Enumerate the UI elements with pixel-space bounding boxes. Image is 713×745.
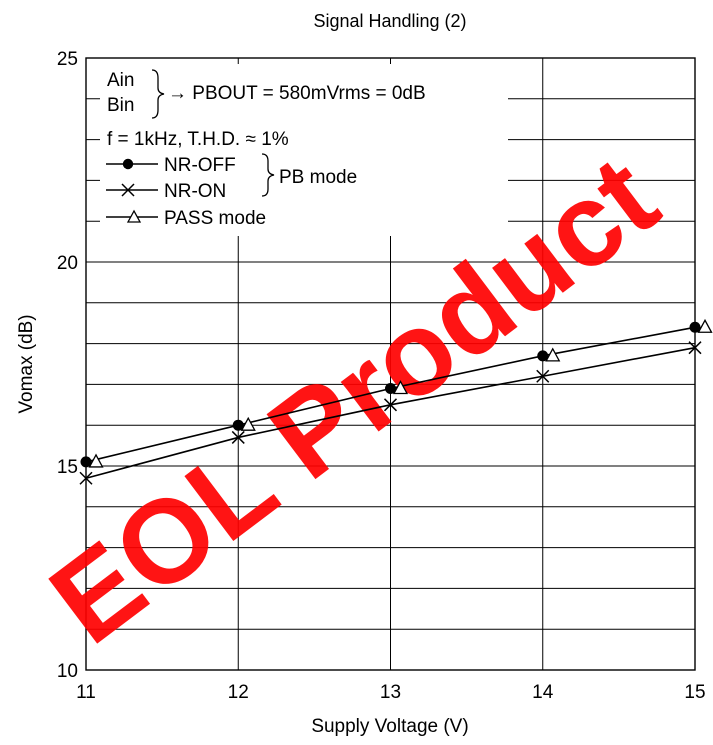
pb-brace-icon [261, 153, 275, 197]
x-axis-ticks: 11 12 13 14 15 [76, 682, 705, 703]
point-nr-on [536, 369, 550, 383]
x-tick-label: 11 [76, 682, 96, 703]
point-pass-mode [697, 318, 713, 333]
y-axis-ticks: 10 15 20 25 [57, 49, 78, 682]
x-tick-label: 14 [532, 682, 554, 703]
point-nr-on [231, 430, 245, 444]
point-nr-off [689, 321, 701, 333]
legend-label-pass: PASS mode [164, 208, 266, 229]
y-tick-label: 15 [57, 457, 78, 478]
point-nr-off [232, 419, 244, 431]
point-pass-mode [392, 380, 409, 395]
point-pass-mode [88, 453, 104, 468]
point-nr-on [688, 341, 702, 355]
legend-background [100, 64, 508, 236]
point-nr-on [79, 471, 93, 485]
x-axis-title: Supply Voltage (V) [311, 716, 468, 737]
legend-label-nr-on: NR-ON [164, 181, 226, 202]
point-nr-off [80, 456, 92, 468]
legend: Ain Bin → PBOUT = 580mVrms = 0dB f = 1kH… [100, 64, 508, 236]
point-pass-mode [545, 347, 561, 362]
series-layer [79, 318, 713, 485]
legend-pbout-text: → PBOUT = 580mVrms = 0dB [168, 83, 426, 104]
legend-marker-nr-off [122, 158, 134, 170]
point-nr-on [383, 398, 398, 412]
y-axis-title: Vomax (dB) [16, 314, 37, 413]
legend-label-nr-off: NR-OFF [164, 155, 236, 176]
y-tick-label: 25 [57, 49, 78, 70]
point-pass-mode [240, 416, 256, 431]
x-tick-label: 13 [380, 682, 401, 703]
brace-icon [151, 69, 165, 119]
legend-marker-pass [126, 209, 142, 223]
legend-marker-nr-on [121, 183, 135, 197]
legend-input-b: Bin [107, 95, 134, 116]
point-nr-off [537, 350, 549, 362]
y-tick-label: 20 [57, 253, 78, 274]
legend-pb-mode: PB mode [279, 167, 357, 188]
x-tick-label: 12 [228, 682, 249, 703]
chart-title: Signal Handling (2) [313, 11, 466, 31]
x-tick-label: 15 [684, 682, 705, 703]
y-tick-label: 10 [57, 661, 78, 682]
legend-input-a: Ain [107, 70, 134, 91]
legend-conditions: f = 1kHz, T.H.D. ≈ 1% [107, 129, 289, 150]
point-nr-off [385, 382, 396, 394]
